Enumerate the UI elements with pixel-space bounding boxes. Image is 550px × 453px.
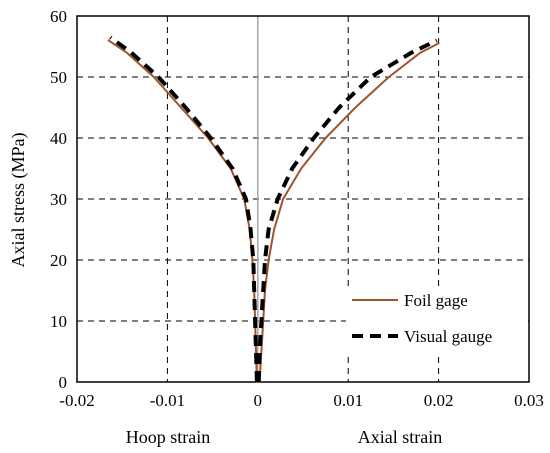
y-tick-label: 20	[50, 251, 67, 270]
x-axis-title-left: Hoop strain	[126, 427, 211, 447]
x-tick-label: -0.01	[150, 391, 185, 410]
y-tick-label: 10	[50, 312, 67, 331]
y-tick-label: 40	[50, 129, 67, 148]
y-axis-title: Axial stress (MPa)	[8, 133, 29, 268]
x-tick-label: -0.02	[59, 391, 94, 410]
plot-frame	[76, 15, 530, 383]
y-tick-label: 60	[50, 7, 67, 26]
legend: Foil gage Visual gauge	[346, 286, 526, 352]
x-tick-label: 0.02	[424, 391, 454, 410]
y-tick-label: 30	[50, 190, 67, 209]
series-visual-gauge-hoop	[109, 35, 259, 383]
x-tick-label: 0	[254, 391, 263, 410]
x-axis-title-right: Axial strain	[358, 427, 442, 447]
legend-label-visual-gauge: Visual gauge	[404, 327, 492, 346]
series-visual-gauge-axial	[256, 38, 438, 383]
y-tick-label: 50	[50, 68, 67, 87]
series-layer	[107, 35, 440, 383]
legend-label-foil-gage: Foil gage	[404, 291, 468, 310]
series-foil-gage-hoop	[107, 39, 258, 383]
x-tick-label: 0.01	[333, 391, 363, 410]
legend-background	[346, 286, 526, 352]
grid-lines	[77, 16, 529, 382]
y-tick-label: 0	[59, 373, 68, 392]
tick-labels: -0.02 -0.01 0 0.01 0.02 0.03 0 10 20 30 40 50 60	[50, 7, 544, 410]
x-tick-label: 0.03	[514, 391, 544, 410]
